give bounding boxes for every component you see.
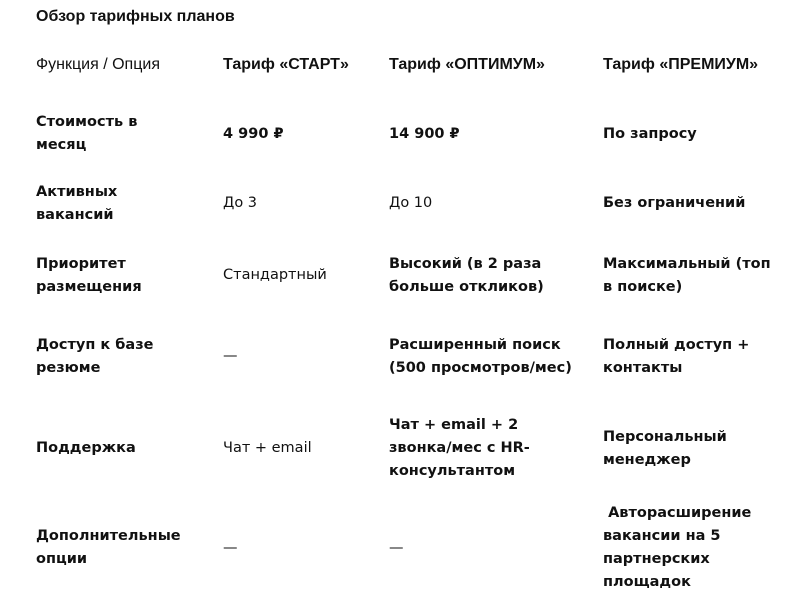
header-feature: Функция / Опция [36,55,160,73]
optimum-cell: — [389,539,404,556]
optimum-cell: 14 900 ₽ [389,125,460,142]
start-cell: Чат + email [223,440,312,456]
header-premium: Тариф «ПРЕМИУМ» [603,55,759,73]
premium-cell: Без ограничений [603,195,746,211]
table-row: Приоритет размещения Стандартный Высокий… [36,238,793,313]
table-header-row: Функция / Опция Тариф «СТАРТ» Тариф «ОПТ… [36,29,793,99]
table-row: Активных вакансий До 3 До 10 Без огранич… [36,169,793,238]
start-cell: — [223,539,238,556]
feature-cell: Стоимость в месяц [36,114,143,153]
table-row: Поддержка Чат + email Чат + email + 2 зв… [36,400,793,497]
premium-cell: Персональный менеджер [603,428,732,468]
optimum-cell: Чат + email + 2 звонка/мес с HR-консульт… [389,417,530,479]
premium-cell: Авторасширение вакансии на 5 партнерских… [603,505,757,590]
start-cell: До 3 [223,195,258,211]
table-row: Доступ к базе резюме — Расширенный поиск… [36,313,793,400]
table-row: Стоимость в месяц 4 990 ₽ 14 900 ₽ По за… [36,99,793,169]
feature-cell: Доступ к базе резюме [36,336,159,376]
optimum-cell: Расширенный поиск (500 просмотров/мес) [389,336,572,376]
feature-cell: Активных вакансий [36,183,123,223]
start-cell: — [223,348,238,364]
header-optimum: Тариф «ОПТИМУМ» [389,55,545,73]
tariff-comparison-table: Функция / Опция Тариф «СТАРТ» Тариф «ОПТ… [36,29,793,599]
table-row: Дополнительные опции — — Авторасширение … [36,497,793,599]
feature-cell: Поддержка [36,440,136,456]
header-start: Тариф «СТАРТ» [223,55,349,73]
page-title: Обзор тарифных планов [36,8,235,25]
start-cell: Стандартный [223,267,327,283]
premium-cell: Максимальный (топ в поиске) [603,255,776,295]
feature-cell: Приоритет размещения [36,255,142,295]
feature-cell: Дополнительные опции [36,528,186,567]
start-cell: 4 990 ₽ [223,125,284,142]
premium-cell: Полный доступ + контакты [603,336,755,376]
premium-cell: По запросу [603,125,697,142]
optimum-cell: До 10 [389,195,433,211]
optimum-cell: Высокий (в 2 раза больше откликов) [389,255,547,295]
